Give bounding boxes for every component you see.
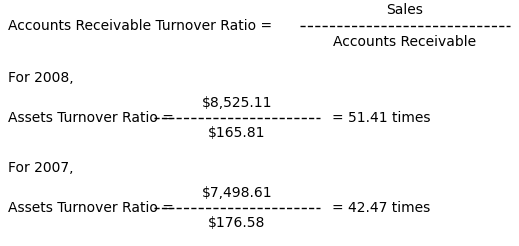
Text: Sales: Sales [387,3,424,17]
Text: For 2008,: For 2008, [8,71,74,85]
Text: $8,525.11: $8,525.11 [202,96,272,110]
Text: Assets Turnover Ratio =: Assets Turnover Ratio = [8,111,174,125]
Text: $165.81: $165.81 [208,126,266,140]
Text: Accounts Receivable: Accounts Receivable [333,35,476,49]
Text: For 2007,: For 2007, [8,161,74,175]
Text: $176.58: $176.58 [208,216,266,230]
Text: = 51.41 times: = 51.41 times [332,111,430,125]
Text: Assets Turnover Ratio =: Assets Turnover Ratio = [8,201,174,215]
Text: = 42.47 times: = 42.47 times [332,201,430,215]
Text: $7,498.61: $7,498.61 [202,186,272,200]
Text: Accounts Receivable Turnover Ratio =: Accounts Receivable Turnover Ratio = [8,19,272,33]
